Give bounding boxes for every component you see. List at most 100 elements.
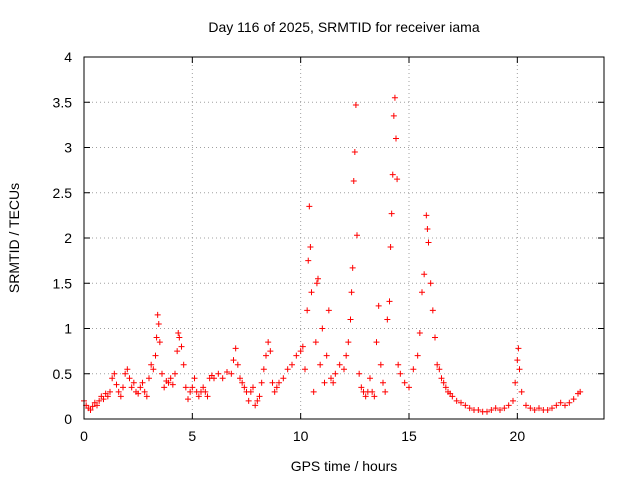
y-tick-label: 1 bbox=[64, 321, 72, 337]
data-point bbox=[345, 339, 352, 346]
y-tick-label: 0.5 bbox=[53, 366, 73, 382]
data-point bbox=[432, 334, 438, 341]
data-point bbox=[189, 384, 196, 391]
data-point bbox=[434, 361, 441, 368]
data-point bbox=[544, 406, 551, 413]
data-point bbox=[302, 366, 308, 373]
data-point bbox=[371, 393, 378, 400]
data-point bbox=[111, 370, 118, 377]
data-point bbox=[293, 352, 300, 359]
x-tick-label: 20 bbox=[510, 428, 526, 444]
data-point bbox=[124, 366, 131, 373]
data-point bbox=[427, 280, 434, 287]
data-point bbox=[429, 307, 436, 314]
data-point bbox=[109, 375, 116, 382]
data-point bbox=[228, 370, 235, 377]
data-point bbox=[410, 366, 417, 373]
data-point bbox=[135, 390, 142, 397]
data-point bbox=[250, 384, 256, 391]
data-point bbox=[380, 379, 386, 386]
axis-ticks: 0 5 10 15 20 0 0.5 1 1.5 2 2.5 3 3.5 4 bbox=[53, 49, 604, 444]
data-point bbox=[202, 388, 209, 395]
data-point bbox=[553, 402, 560, 409]
x-tick-label: 15 bbox=[401, 428, 417, 444]
data-point bbox=[263, 352, 269, 359]
data-point bbox=[267, 348, 274, 355]
data-point bbox=[436, 366, 443, 373]
data-point bbox=[305, 257, 312, 264]
data-point bbox=[484, 408, 490, 415]
data-point bbox=[356, 370, 363, 377]
data-point bbox=[130, 379, 137, 386]
data-point bbox=[397, 370, 404, 377]
data-point bbox=[258, 379, 265, 386]
data-point bbox=[211, 375, 217, 382]
data-point bbox=[159, 370, 165, 377]
data-point bbox=[330, 379, 337, 386]
data-point bbox=[424, 225, 431, 232]
data-point bbox=[570, 396, 577, 403]
data-point bbox=[155, 320, 162, 327]
data-point bbox=[126, 375, 133, 382]
data-point bbox=[175, 330, 182, 337]
data-point bbox=[351, 149, 358, 156]
data-point bbox=[492, 405, 499, 412]
data-point bbox=[425, 239, 432, 246]
data-point bbox=[100, 396, 107, 403]
data-point bbox=[393, 135, 399, 142]
data-point bbox=[187, 388, 194, 395]
data-point bbox=[375, 302, 382, 309]
data-point bbox=[307, 244, 314, 251]
data-point bbox=[466, 405, 473, 412]
data-point bbox=[562, 402, 568, 409]
data-point bbox=[386, 298, 393, 305]
data-point bbox=[265, 339, 272, 346]
data-point bbox=[245, 397, 252, 404]
data-point bbox=[523, 402, 529, 409]
data-point bbox=[394, 176, 401, 183]
grid bbox=[84, 57, 604, 419]
data-point bbox=[276, 379, 282, 386]
data-point bbox=[347, 316, 354, 323]
data-point bbox=[515, 345, 522, 352]
data-point bbox=[172, 370, 178, 377]
data-point bbox=[271, 388, 278, 395]
data-point bbox=[234, 361, 241, 368]
x-tick-label: 5 bbox=[188, 428, 196, 444]
data-point bbox=[348, 289, 355, 296]
y-tick-label: 2.5 bbox=[53, 185, 73, 201]
data-point bbox=[185, 396, 191, 403]
data-point bbox=[195, 393, 202, 400]
data-point bbox=[204, 393, 211, 400]
data-point bbox=[382, 388, 389, 395]
data-point bbox=[299, 343, 306, 350]
data-point bbox=[104, 393, 111, 400]
data-point bbox=[180, 361, 187, 368]
data-point bbox=[369, 388, 376, 395]
data-point bbox=[247, 388, 254, 395]
data-point bbox=[391, 94, 398, 101]
data-point bbox=[150, 366, 157, 373]
data-point bbox=[230, 357, 237, 364]
data-point bbox=[215, 370, 222, 377]
data-point bbox=[289, 361, 295, 368]
data-point bbox=[239, 379, 246, 386]
data-point bbox=[153, 334, 160, 341]
data-point bbox=[224, 368, 230, 375]
data-point bbox=[252, 402, 259, 409]
data-point bbox=[107, 388, 113, 395]
data-point bbox=[497, 406, 503, 413]
data-point bbox=[176, 334, 183, 341]
data-point bbox=[117, 393, 124, 400]
data-point bbox=[440, 379, 447, 386]
data-point bbox=[332, 370, 339, 377]
data-point bbox=[343, 352, 350, 359]
data-point bbox=[191, 375, 198, 382]
data-point bbox=[113, 381, 120, 388]
data-point bbox=[89, 403, 96, 410]
data-point bbox=[315, 275, 321, 282]
data-point bbox=[256, 393, 263, 400]
data-point bbox=[390, 112, 397, 119]
data-point bbox=[516, 366, 523, 373]
